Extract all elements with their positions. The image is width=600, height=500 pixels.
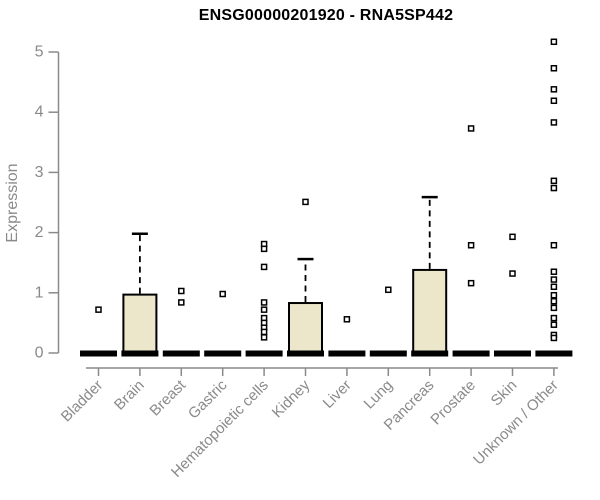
median-bar bbox=[369, 350, 407, 357]
outlier-point bbox=[95, 306, 102, 313]
box-kidney bbox=[288, 302, 323, 354]
outlier-point bbox=[550, 184, 558, 192]
outlier-point bbox=[467, 241, 475, 249]
outlier-point bbox=[343, 316, 351, 323]
outlier-point bbox=[550, 97, 558, 105]
median-bar bbox=[80, 350, 117, 357]
median-bar bbox=[535, 350, 573, 357]
median-bar bbox=[494, 350, 531, 357]
median-bar bbox=[328, 350, 366, 357]
outlier-point bbox=[550, 38, 558, 46]
outlier-point bbox=[467, 125, 475, 132]
median-bar bbox=[121, 350, 159, 357]
y-tick-label: 2 bbox=[35, 224, 44, 241]
outlier-point bbox=[302, 198, 309, 206]
y-axis-title: Expression bbox=[4, 163, 21, 243]
outlier-point bbox=[550, 276, 558, 283]
box-pancreas bbox=[412, 268, 448, 355]
outlier-point bbox=[260, 299, 268, 306]
outlier-point bbox=[385, 286, 392, 294]
outlier-point bbox=[550, 86, 558, 93]
y-tick-label: 4 bbox=[35, 104, 44, 121]
outlier-point bbox=[178, 299, 185, 306]
outlier-point bbox=[467, 279, 475, 287]
median-bar bbox=[204, 350, 242, 357]
median-bar bbox=[452, 350, 490, 357]
x-tick-label: Skin bbox=[488, 377, 521, 410]
outlier-point bbox=[550, 283, 558, 291]
outlier-point bbox=[550, 268, 558, 275]
y-tick-label: 5 bbox=[35, 44, 44, 61]
outlier-point bbox=[260, 306, 268, 313]
median-bar bbox=[162, 350, 200, 357]
outlier-point bbox=[509, 270, 516, 277]
x-tick-label: Bladder bbox=[58, 377, 107, 426]
outlier-point bbox=[550, 119, 558, 126]
outlier-point bbox=[550, 291, 558, 299]
outlier-point bbox=[260, 328, 268, 336]
outlier-point bbox=[550, 241, 558, 249]
outlier-point bbox=[550, 297, 558, 305]
x-tick-label: Lung bbox=[361, 377, 397, 413]
outlier-point bbox=[550, 321, 558, 328]
chart-title: ENSG00000201920 - RNA5SP442 bbox=[198, 7, 454, 24]
outlier-point bbox=[509, 233, 516, 241]
y-tick-label: 3 bbox=[35, 164, 44, 181]
x-tick-label: Brain bbox=[111, 377, 148, 414]
outlier-point bbox=[550, 65, 558, 72]
outlier-point bbox=[550, 314, 558, 322]
outlier-point bbox=[219, 290, 226, 298]
outlier-point bbox=[260, 245, 268, 253]
x-tick-label: Kidney bbox=[269, 376, 314, 421]
box-brain bbox=[122, 293, 158, 354]
outlier-point bbox=[550, 304, 558, 312]
outlier-point bbox=[178, 287, 185, 295]
median-bar bbox=[245, 350, 283, 357]
y-tick-label: 1 bbox=[35, 284, 44, 301]
outlier-point bbox=[550, 334, 558, 342]
median-bar bbox=[411, 350, 449, 357]
outlier-point bbox=[260, 263, 268, 271]
x-tick-label: Breast bbox=[146, 376, 189, 419]
median-bar bbox=[287, 350, 324, 357]
x-tick-label: Prostate bbox=[427, 377, 479, 429]
y-tick-label: 0 bbox=[35, 345, 44, 362]
outlier-point bbox=[550, 177, 558, 185]
outlier-point bbox=[260, 334, 268, 341]
x-tick-label: Liver bbox=[320, 377, 355, 412]
